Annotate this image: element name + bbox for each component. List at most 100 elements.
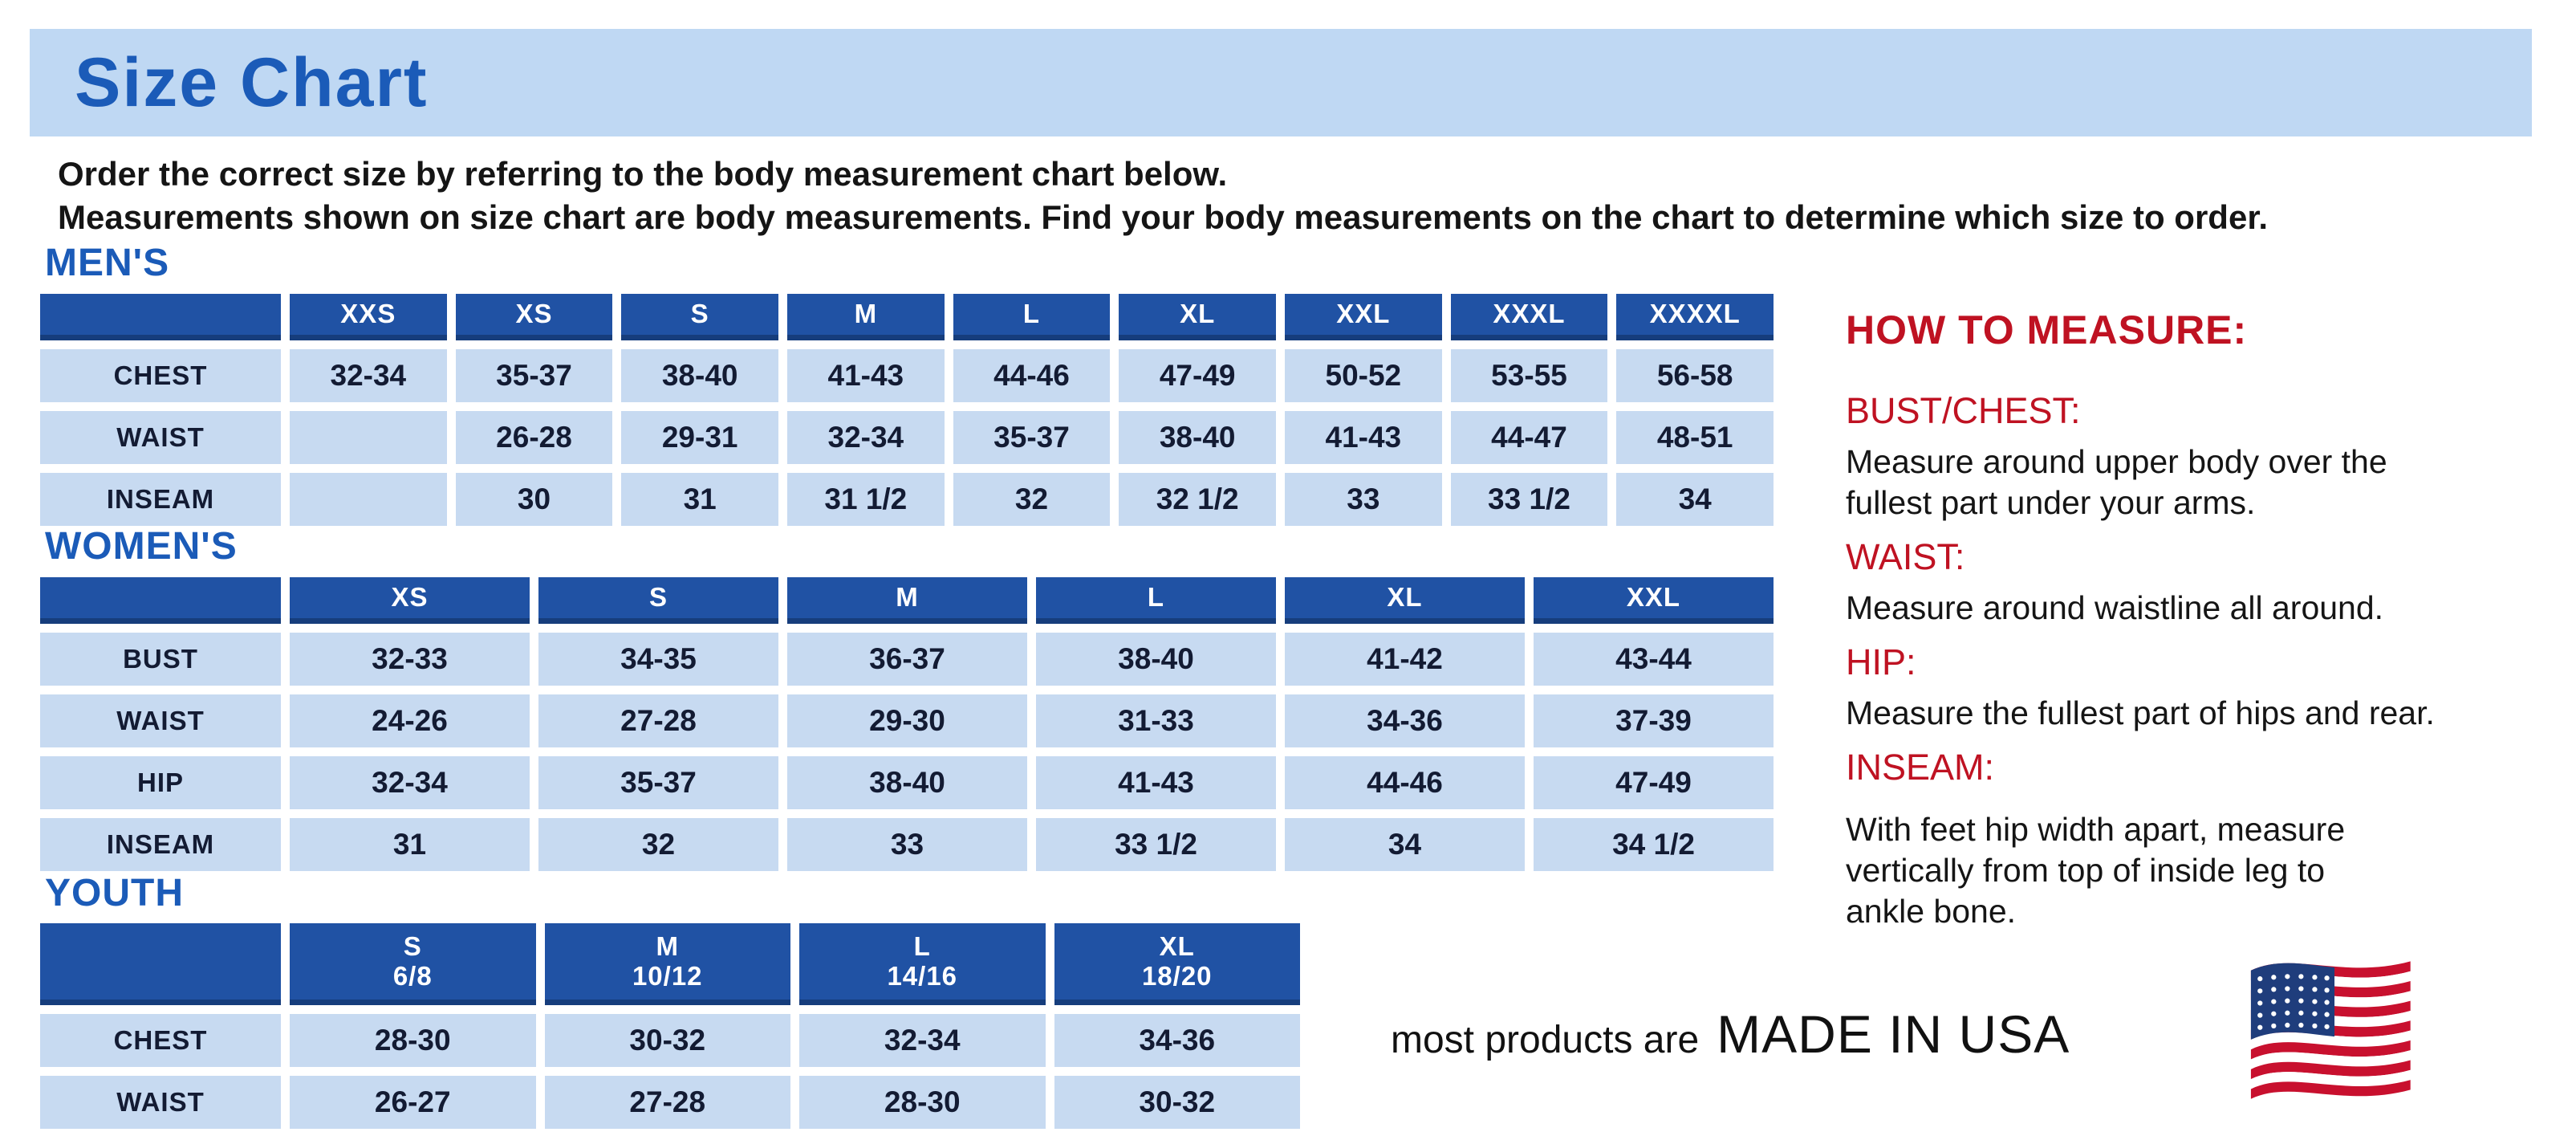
size-cell [290, 411, 447, 464]
column-header: L 14/16 [799, 923, 1046, 1005]
row-label: WAIST [40, 1076, 281, 1129]
how-to-measure-heading: HOW TO MEASURE: [1846, 307, 2248, 352]
measure-text-hip: Measure the fullest part of hips and rea… [1846, 694, 2435, 731]
size-cell: 30-32 [1054, 1076, 1300, 1129]
row-label: HIP [40, 756, 281, 809]
size-cell: 50-52 [1285, 349, 1442, 402]
size-cell: 31 1/2 [787, 473, 945, 526]
size-cell: 33 [1285, 473, 1442, 526]
row-label: CHEST [40, 1014, 281, 1067]
size-cell: 34-36 [1285, 694, 1525, 747]
size-cell: 32 1/2 [1119, 473, 1276, 526]
size-cell: 47-49 [1119, 349, 1276, 402]
row-label: BUST [40, 633, 281, 686]
column-header: XXL [1534, 577, 1774, 624]
made-in-usa-line: most products are MADE IN USA [1391, 1004, 2070, 1065]
size-cell: 34 [1616, 473, 1774, 526]
size-cell: 47-49 [1534, 756, 1774, 809]
size-cell: 41-43 [787, 349, 945, 402]
column-header: XXS [290, 294, 447, 340]
size-cell: 30-32 [544, 1014, 790, 1067]
size-cell: 26-27 [290, 1076, 536, 1129]
column-header: S 6/8 [290, 923, 536, 1005]
mens-size-table: XXS XS S M L XL XXL XXXL XXXXL CHEST 32-34 35-37 38-… [40, 294, 1774, 526]
column-header [40, 923, 281, 1005]
size-cell: 34-36 [1054, 1014, 1300, 1067]
column-header: S [538, 577, 778, 624]
size-cell: 56-58 [1616, 349, 1774, 402]
column-header: XL [1285, 577, 1525, 624]
column-header [40, 577, 281, 624]
size-cell: 32-34 [290, 756, 530, 809]
row-label: INSEAM [40, 818, 281, 871]
row-label: INSEAM [40, 473, 281, 526]
column-header: XS [290, 577, 530, 624]
usa-flag-icon [2250, 961, 2411, 1099]
size-cell: 53-55 [1450, 349, 1608, 402]
measure-label-bust-chest: BUST/CHEST: [1846, 390, 2081, 431]
size-cell: 44-47 [1450, 411, 1608, 464]
size-cell: 38-40 [787, 756, 1027, 809]
size-cell: 33 1/2 [1036, 818, 1276, 871]
size-cell: 34-35 [538, 633, 778, 686]
size-cell: 31 [290, 818, 530, 871]
size-cell: 26-28 [455, 411, 613, 464]
mens-section-heading: MEN'S [45, 242, 170, 284]
size-cell: 32-34 [799, 1014, 1046, 1067]
size-cell: 37-39 [1534, 694, 1774, 747]
size-cell: 35-37 [953, 411, 1111, 464]
size-cell: 28-30 [290, 1014, 536, 1067]
made-in-usa-text: MADE IN USA [1717, 1004, 2070, 1064]
size-cell: 34 [1285, 818, 1525, 871]
measure-text-inseam: With feet hip width apart, measure verti… [1846, 811, 2346, 930]
womens-size-table: XS S M L XL XXL BUST 32-33 34-35 36-37 38-40 41-42 4… [40, 577, 1774, 871]
column-header: XL 18/20 [1054, 923, 1300, 1005]
size-cell: 33 1/2 [1450, 473, 1608, 526]
row-label: WAIST [40, 411, 281, 464]
page-title: Size Chart [75, 43, 429, 121]
column-header: M 10/12 [544, 923, 790, 1005]
column-header: XXXXL [1616, 294, 1774, 340]
size-cell: 32-34 [290, 349, 447, 402]
row-label: WAIST [40, 694, 281, 747]
size-cell: 29-31 [621, 411, 778, 464]
size-cell: 35-37 [455, 349, 613, 402]
size-cell: 31 [621, 473, 778, 526]
column-header: M [787, 294, 945, 340]
size-cell: 43-44 [1534, 633, 1774, 686]
size-cell: 32 [953, 473, 1111, 526]
column-header: XXL [1285, 294, 1442, 340]
measure-label-hip: HIP: [1846, 641, 1916, 682]
size-cell: 34 1/2 [1534, 818, 1774, 871]
measure-label-waist: WAIST: [1846, 536, 1965, 577]
size-cell: 27-28 [538, 694, 778, 747]
size-cell: 41-42 [1285, 633, 1525, 686]
column-header: M [787, 577, 1027, 624]
size-cell: 28-30 [799, 1076, 1046, 1129]
column-header: L [1036, 577, 1276, 624]
how-to-measure-section: HOW TO MEASURE: BUST/CHEST: Measure arou… [1846, 307, 2568, 932]
size-cell: 35-37 [538, 756, 778, 809]
intro-line-2: Measurements shown on size chart are bod… [58, 198, 2269, 236]
size-cell: 41-43 [1285, 411, 1442, 464]
size-cell: 48-51 [1616, 411, 1774, 464]
column-header: XL [1119, 294, 1276, 340]
size-cell: 33 [787, 818, 1027, 871]
youth-section-heading: YOUTH [45, 872, 184, 914]
size-cell: 44-46 [1285, 756, 1525, 809]
size-cell: 44-46 [953, 349, 1111, 402]
size-cell: 32-33 [290, 633, 530, 686]
size-cell: 38-40 [621, 349, 778, 402]
size-cell: 32-34 [787, 411, 945, 464]
measure-label-inseam: INSEAM: [1846, 747, 1995, 788]
column-header [40, 294, 281, 340]
column-header: XXXL [1450, 294, 1608, 340]
size-cell: 24-26 [290, 694, 530, 747]
size-cell [290, 473, 447, 526]
size-cell: 38-40 [1036, 633, 1276, 686]
size-cell: 36-37 [787, 633, 1027, 686]
title-banner: Size Chart [30, 29, 2532, 136]
youth-size-table: S 6/8 M 10/12 L 14/16 XL 18/20 CHEST 28-30 30-32 32… [40, 923, 1300, 1129]
size-cell: 32 [538, 818, 778, 871]
